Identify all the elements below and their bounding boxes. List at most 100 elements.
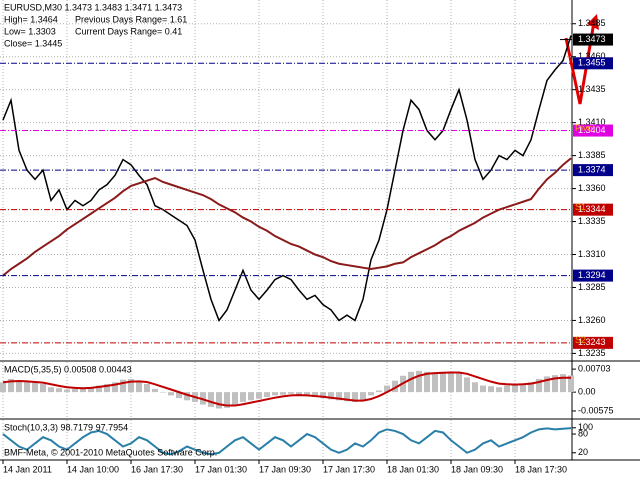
x-tick-label: 17 Jan 01:30 bbox=[195, 464, 247, 474]
bar bbox=[48, 387, 54, 393]
bar bbox=[104, 383, 110, 393]
bar bbox=[560, 374, 566, 393]
y-tick-label: 1.3360 bbox=[578, 183, 606, 193]
y-tick-label: 1.3310 bbox=[578, 249, 606, 259]
annotation: Pivot bbox=[575, 123, 596, 133]
bar bbox=[16, 380, 22, 393]
bar bbox=[288, 392, 294, 394]
level-label: 1.3404 bbox=[578, 125, 606, 135]
line bbox=[2, 157, 572, 277]
bar bbox=[128, 379, 134, 393]
bar bbox=[528, 382, 534, 393]
line bbox=[2, 371, 571, 407]
level-label-bg bbox=[573, 124, 613, 137]
level-label-bg bbox=[573, 203, 613, 216]
bar bbox=[344, 392, 350, 402]
bar bbox=[176, 392, 182, 399]
level-label: 1.3374 bbox=[578, 164, 606, 174]
y-tick-label: 1.3385 bbox=[578, 150, 606, 160]
bar bbox=[512, 384, 518, 393]
info-text: High= 1.3464 bbox=[4, 14, 58, 24]
bar bbox=[336, 392, 342, 401]
bar bbox=[80, 388, 86, 393]
bar bbox=[328, 392, 334, 400]
bar bbox=[120, 379, 126, 393]
bar bbox=[88, 387, 94, 393]
bar bbox=[424, 371, 430, 393]
x-tick-label: 17 Jan 17:30 bbox=[323, 464, 375, 474]
bar bbox=[296, 392, 302, 395]
bar bbox=[416, 370, 422, 393]
bar bbox=[0, 382, 6, 393]
bar bbox=[520, 383, 526, 393]
bar bbox=[56, 388, 62, 393]
x-tick-label: 17 Jan 09:30 bbox=[259, 464, 311, 474]
bar bbox=[72, 388, 78, 393]
info-text: Current Days Range= 0.41 bbox=[75, 26, 182, 36]
bar bbox=[440, 372, 446, 393]
bar bbox=[544, 376, 550, 393]
bar bbox=[496, 387, 502, 393]
bar bbox=[384, 385, 390, 393]
bar bbox=[32, 382, 38, 393]
bar bbox=[144, 383, 150, 393]
level-label-bg bbox=[573, 164, 613, 177]
bar bbox=[360, 392, 366, 401]
bar bbox=[64, 389, 70, 393]
bar bbox=[208, 392, 214, 407]
bar bbox=[24, 382, 30, 393]
bar bbox=[536, 379, 542, 393]
bar bbox=[248, 392, 254, 401]
y-tick-label: 20 bbox=[578, 447, 588, 457]
arrow-head bbox=[587, 14, 599, 30]
x-tick-label: 14 Jan 10:00 bbox=[67, 464, 119, 474]
last-price-bg bbox=[573, 33, 613, 46]
x-tick-label: 16 Jan 17:30 bbox=[131, 464, 183, 474]
panel-title: EURUSD,M30 1.3473 1.3483 1.3471 1.3473 bbox=[4, 2, 182, 12]
annotation: S1 bbox=[575, 202, 586, 212]
bar bbox=[552, 375, 558, 393]
level-label-bg bbox=[573, 336, 613, 349]
y-tick-label: 100 bbox=[578, 422, 593, 432]
bar bbox=[432, 373, 438, 393]
bar bbox=[464, 377, 470, 393]
bar bbox=[568, 375, 574, 393]
level-label: 1.3243 bbox=[578, 337, 606, 347]
bar bbox=[448, 371, 454, 393]
line bbox=[2, 35, 572, 322]
y-tick-label: 1.3335 bbox=[578, 216, 606, 226]
y-tick-label: 1.3485 bbox=[578, 18, 606, 28]
bar bbox=[472, 382, 478, 393]
bar bbox=[408, 371, 414, 393]
y-tick-label: 0.00703 bbox=[578, 363, 611, 373]
bar bbox=[280, 392, 286, 395]
last-price-label: 1.3473 bbox=[578, 34, 606, 44]
level-label: 1.3294 bbox=[578, 270, 606, 280]
x-tick-label: 18 Jan 09:30 bbox=[451, 464, 503, 474]
y-tick-label: 1.3285 bbox=[578, 282, 606, 292]
y-tick-label: 1.3435 bbox=[578, 84, 606, 94]
info-text: Close= 1.3445 bbox=[4, 38, 62, 48]
bar bbox=[160, 392, 166, 393]
y-tick-label: 1.3260 bbox=[578, 315, 606, 325]
info-text: Previous Days Range= 1.61 bbox=[75, 14, 187, 24]
level-label-bg bbox=[573, 269, 613, 282]
bar bbox=[240, 392, 246, 402]
level-label: 1.3455 bbox=[578, 58, 606, 68]
bar bbox=[312, 392, 318, 398]
footer: BMF-Meta, © 2001-2010 MetaQuotes Softwar… bbox=[4, 447, 217, 457]
bar bbox=[272, 392, 278, 396]
bar bbox=[136, 380, 142, 393]
bar bbox=[232, 392, 238, 406]
bar bbox=[352, 392, 358, 402]
bar bbox=[480, 385, 486, 393]
y-tick-label: 80 bbox=[578, 428, 588, 438]
bar bbox=[368, 392, 374, 396]
panel-title: MACD(5,35,5) 0.00508 0.00443 bbox=[4, 364, 132, 374]
hand-drawn-arrow bbox=[564, 21, 596, 105]
bar bbox=[304, 392, 310, 397]
annotation: S2 bbox=[575, 335, 586, 345]
y-tick-label: -0.00575 bbox=[578, 405, 614, 415]
